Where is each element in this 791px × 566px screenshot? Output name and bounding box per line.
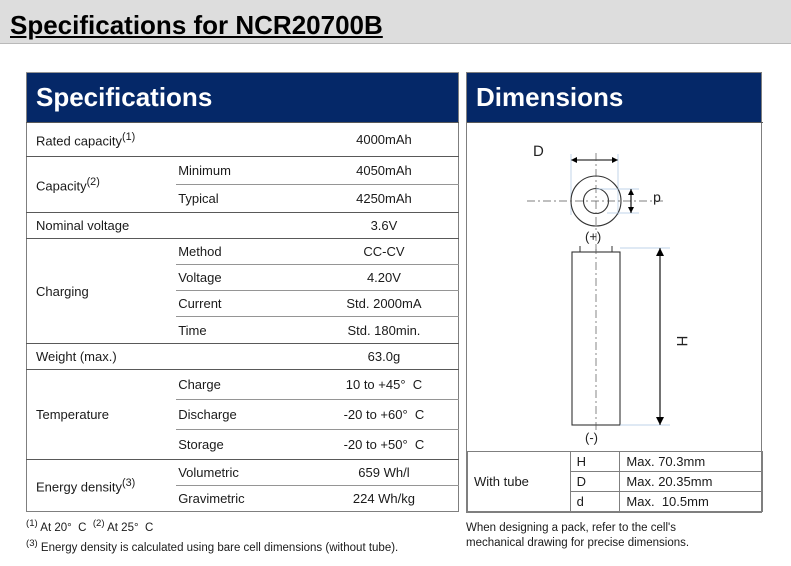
svg-text:D: D [533,143,544,160]
svg-text:(+): (+) [585,229,601,244]
svg-text:H: H [673,336,690,347]
svg-text:d: d [653,191,661,207]
svg-text:(-): (-) [585,430,598,445]
